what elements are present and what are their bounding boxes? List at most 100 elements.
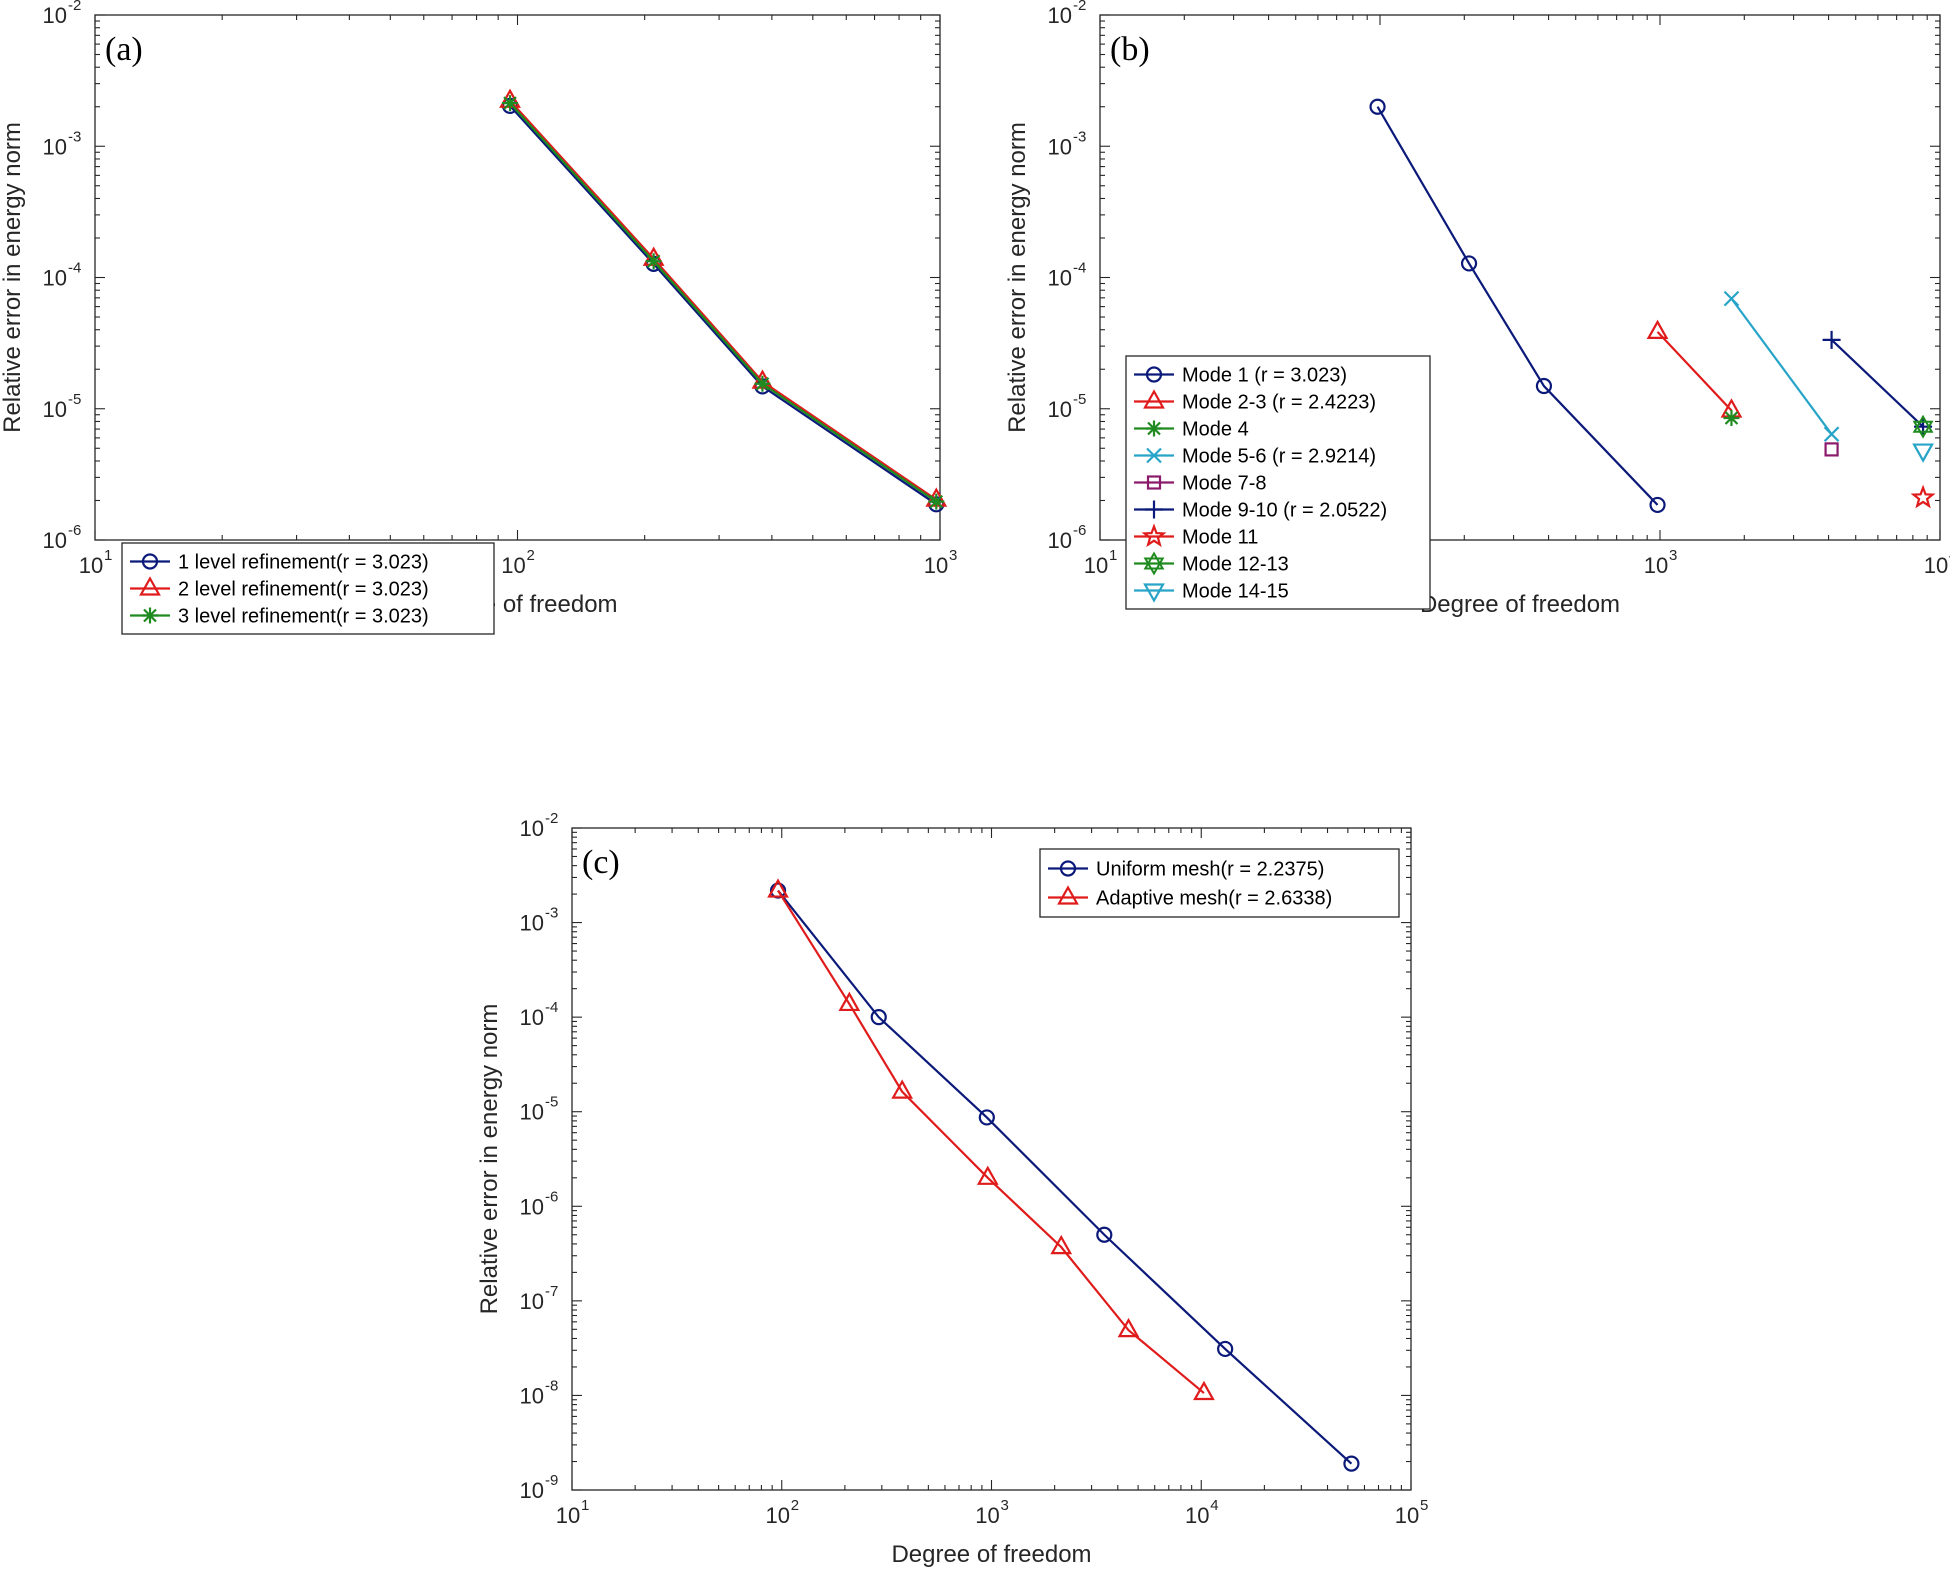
x-tick-label: 10 xyxy=(1924,553,1948,578)
legend-entry-label: Mode 7-8 xyxy=(1182,473,1267,495)
y-tick-label: 10 xyxy=(520,816,544,841)
legend-marker xyxy=(1146,447,1162,464)
x-tick-label: 10 xyxy=(766,1503,790,1528)
data-point-marker xyxy=(1822,330,1841,349)
y-tick-label: 10 xyxy=(43,3,67,28)
y-tick-label: 10 xyxy=(520,1100,544,1125)
series-line xyxy=(509,105,937,506)
data-point-marker xyxy=(1096,1226,1113,1243)
x-tick-label: 10 xyxy=(1084,553,1108,578)
x-tick-label: 10 xyxy=(1395,1503,1419,1528)
legend-box xyxy=(1125,355,1431,610)
y-tick-exponent: -6 xyxy=(68,522,81,539)
series-3 xyxy=(1723,410,1740,427)
series-5 xyxy=(1824,442,1839,457)
y-tick-label: 10 xyxy=(520,1289,544,1314)
y-tick-exponent: -2 xyxy=(545,810,558,827)
x-tick-label: 10 xyxy=(79,553,103,578)
legend-marker xyxy=(139,576,161,596)
y-tick-exponent: -2 xyxy=(68,0,81,14)
data-point-marker xyxy=(1343,1455,1360,1472)
data-point-marker xyxy=(978,1109,995,1126)
legend-entry-label: Mode 14-15 xyxy=(1182,581,1289,603)
y-tick-exponent: -4 xyxy=(1073,260,1086,277)
x-tick-exponent: 3 xyxy=(949,547,957,564)
data-point-marker xyxy=(767,878,789,898)
series-3 xyxy=(502,95,945,510)
legend-entry-label: Mode 1 (r = 3.023) xyxy=(1182,365,1347,387)
y-tick-exponent: -4 xyxy=(545,999,558,1016)
y-tick-label: 10 xyxy=(520,1194,544,1219)
y-tick-label: 10 xyxy=(1048,528,1072,553)
legend-marker xyxy=(1143,583,1165,603)
series-line xyxy=(777,889,1353,1465)
series-line xyxy=(1376,106,1659,506)
plot-area-frame xyxy=(571,827,1412,1491)
series-line xyxy=(1730,297,1833,435)
plot-area-frame xyxy=(94,14,941,541)
x-tick-exponent: 1 xyxy=(1109,547,1117,564)
x-tick-exponent: 4 xyxy=(1210,1497,1218,1514)
y-tick-exponent: -3 xyxy=(68,128,81,145)
legend-marker xyxy=(1145,366,1163,383)
legend-box xyxy=(1039,848,1400,918)
data-point-marker xyxy=(1193,1380,1215,1401)
series-line xyxy=(509,102,937,503)
y-axis-label: Relative error in energy norm xyxy=(476,1004,503,1315)
series-2 xyxy=(767,878,1215,1401)
legend-marker xyxy=(1057,885,1079,905)
legend-entry-label: 1 level refinement(r = 3.023) xyxy=(178,552,429,574)
y-tick-exponent: -9 xyxy=(545,1472,558,1489)
y-tick-label: 10 xyxy=(43,134,67,159)
legend-marker xyxy=(1146,420,1162,437)
legend-entry-label: Mode 12-13 xyxy=(1182,554,1289,576)
data-point-marker xyxy=(1460,255,1478,272)
legend-marker xyxy=(1141,523,1167,548)
series-2 xyxy=(499,88,948,507)
x-tick-label: 10 xyxy=(1185,1503,1209,1528)
data-point-marker xyxy=(645,253,662,270)
legend-entry-label: 2 level refinement(r = 3.023) xyxy=(178,579,429,601)
legend-entry-label: Mode 11 xyxy=(1182,527,1258,549)
legend-entry-label: Mode 4 xyxy=(1182,419,1249,441)
data-point-marker xyxy=(1723,410,1740,427)
data-point-marker xyxy=(1910,484,1936,509)
legend-box xyxy=(121,542,495,635)
legend-marker xyxy=(1143,551,1165,576)
legend-marker xyxy=(1143,389,1165,409)
legend: Uniform mesh(r = 2.2375) Adaptive mesh(r … xyxy=(1039,848,1400,918)
y-tick-exponent: -5 xyxy=(68,391,81,408)
series-2 xyxy=(1646,319,1743,418)
data-point-marker xyxy=(928,493,945,510)
y-axis-label: Relative error in energy norm xyxy=(1004,122,1031,433)
y-tick-label: 10 xyxy=(1048,134,1072,159)
x-tick-exponent: 3 xyxy=(1001,1497,1009,1514)
data-point-marker xyxy=(1912,414,1934,439)
panel-label: (b) xyxy=(1110,31,1150,68)
chart-panel-3: 10 1 10 2 10 3 10 4 10 510 -910 -810 -710 -610 -510 -41… xyxy=(476,810,1428,1568)
series-7 xyxy=(1910,484,1936,509)
legend-marker xyxy=(1145,500,1163,519)
data-point-marker xyxy=(1117,1317,1140,1338)
x-axis-label: Degree of freedom xyxy=(891,1541,1091,1568)
y-tick-exponent: -3 xyxy=(545,905,558,922)
data-point-marker xyxy=(1050,1234,1073,1255)
y-tick-label: 10 xyxy=(520,911,544,936)
legend-entry-label: Mode 9-10 (r = 2.0522) xyxy=(1182,500,1387,522)
y-tick-exponent: -6 xyxy=(1073,522,1086,539)
y-tick-label: 10 xyxy=(1048,266,1072,291)
data-point-marker xyxy=(1217,1340,1234,1358)
x-tick-exponent: 2 xyxy=(791,1497,799,1514)
y-tick-label: 10 xyxy=(43,397,67,422)
x-tick-label: 10 xyxy=(501,553,525,578)
y-tick-exponent: -6 xyxy=(545,1188,558,1205)
legend-marker xyxy=(1146,475,1162,490)
series-line xyxy=(1656,331,1733,412)
y-tick-label: 10 xyxy=(1048,397,1072,422)
legend: 1 level refinement(r = 3.023) 2 level ref… xyxy=(121,542,495,635)
y-tick-label: 10 xyxy=(43,528,67,553)
data-point-marker xyxy=(1823,426,1840,442)
series-line xyxy=(509,100,937,501)
x-tick-label: 10 xyxy=(556,1503,580,1528)
data-point-marker xyxy=(502,95,519,112)
